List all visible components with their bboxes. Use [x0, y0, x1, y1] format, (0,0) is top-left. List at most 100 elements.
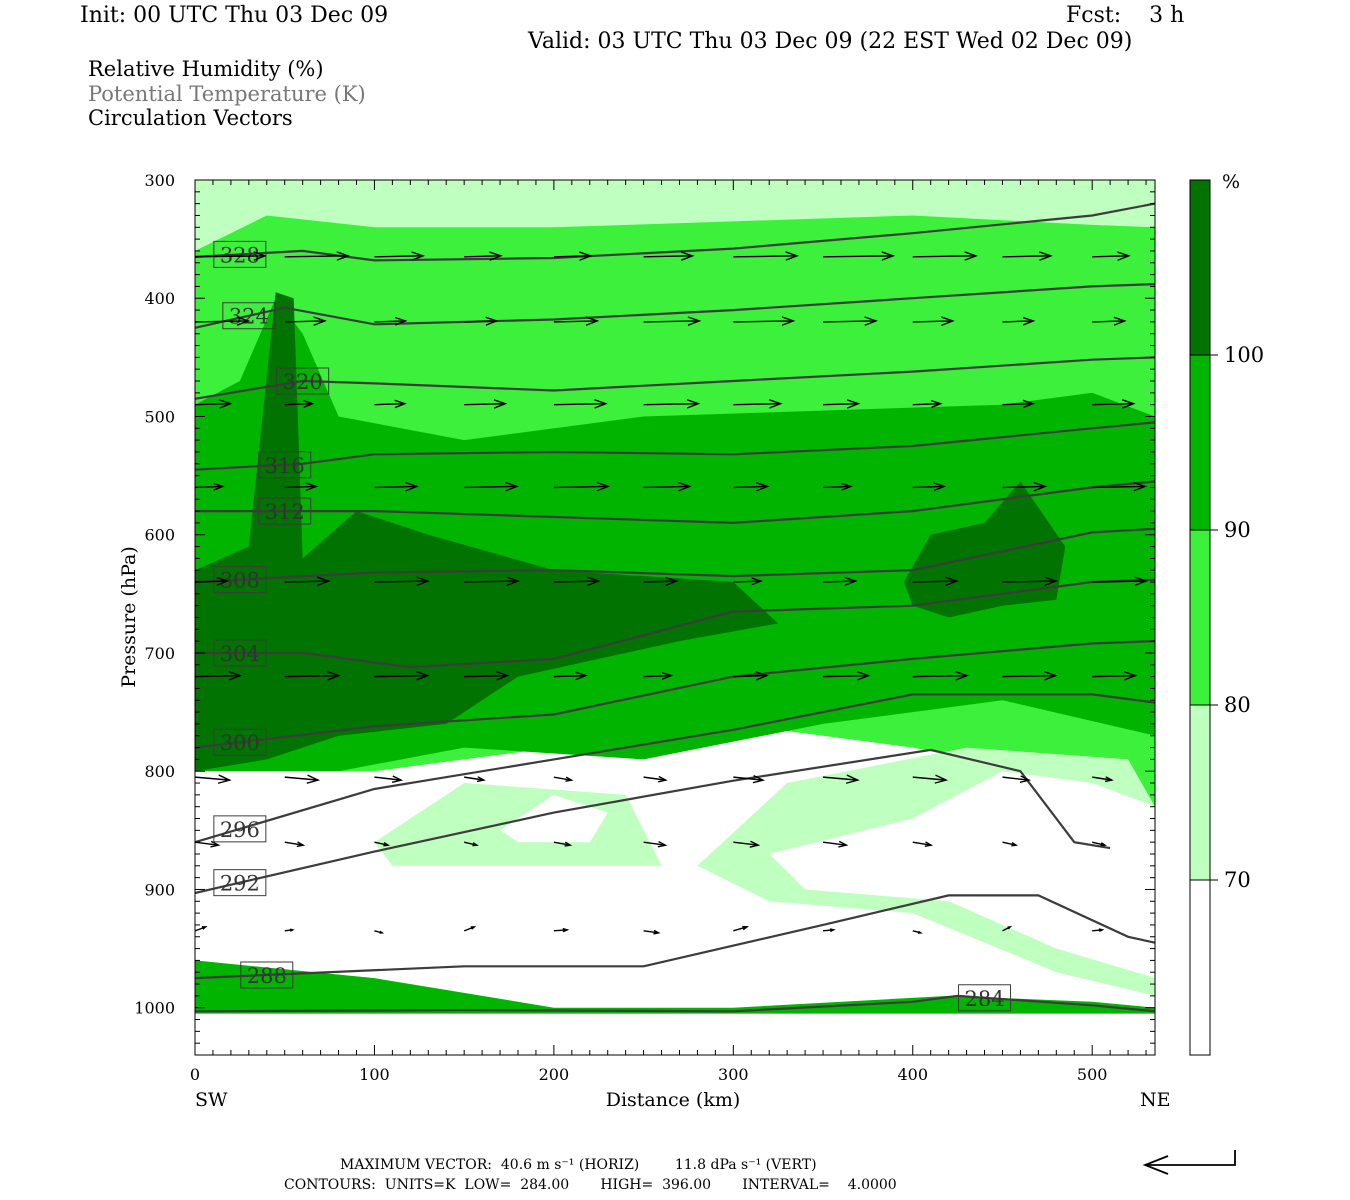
- vector-head: [686, 399, 701, 409]
- vector-head: [579, 251, 593, 261]
- vector-head: [1033, 481, 1048, 492]
- vector-shaft: [823, 485, 851, 489]
- vector-shaft: [643, 841, 666, 846]
- vector-head: [228, 671, 243, 681]
- theta-label-324: 324: [229, 305, 269, 329]
- vector-head: [485, 316, 499, 326]
- theta-label-box-296: [213, 815, 267, 843]
- vector-shaft: [464, 776, 484, 781]
- vector-head: [917, 930, 923, 934]
- theta-contour-304: [195, 578, 1156, 669]
- colorbar-segment: [1189, 179, 1211, 356]
- colorbar-label: 100: [1224, 343, 1264, 367]
- vector-head: [749, 840, 761, 848]
- vector-shaft: [823, 674, 869, 678]
- theta-label-box-288: [240, 961, 294, 989]
- vector-shaft: [823, 402, 859, 406]
- vector-head: [289, 928, 295, 932]
- y-tick-label: 500: [144, 407, 175, 426]
- vector-shaft: [823, 255, 894, 258]
- colorbar-segment: [1189, 704, 1211, 881]
- vector-shaft: [374, 841, 389, 846]
- theta-contour-300: [194, 640, 1156, 749]
- vector-shaft: [1092, 402, 1134, 406]
- legend-vectors: Circulation Vectors: [88, 106, 293, 130]
- vector-shaft: [1092, 320, 1125, 323]
- theta-label-box-312: [258, 497, 312, 525]
- x-tick-label: 0: [190, 1065, 200, 1084]
- vector-head: [586, 576, 601, 587]
- vector-shaft: [374, 776, 402, 781]
- x-end-label-left: SW: [195, 1089, 228, 1111]
- y-tick-label: 700: [144, 644, 175, 663]
- vector-shaft: [464, 255, 501, 258]
- vector-head: [391, 775, 404, 784]
- vector-head: [1039, 251, 1053, 261]
- vector-shaft: [733, 402, 781, 406]
- colorbar: % 100 90 80 70: [1189, 171, 1264, 1056]
- vector-head: [657, 775, 668, 783]
- theta-contour-288: [194, 894, 1156, 980]
- vector-head: [379, 930, 385, 934]
- theta-label-box-300: [213, 728, 267, 756]
- valid-time: Valid: 03 UTC Thu 03 Dec 09 (22 EST Wed …: [528, 29, 1133, 54]
- theta-label-320: 320: [283, 370, 323, 394]
- vector-shaft: [284, 485, 317, 489]
- theta-contour-284: [194, 994, 1156, 1013]
- vector-head: [495, 671, 510, 681]
- vector-head: [236, 316, 251, 326]
- vector-head: [470, 926, 477, 930]
- vector-head: [476, 776, 486, 783]
- vector-shaft: [912, 580, 957, 583]
- vector-shaft: [464, 485, 517, 489]
- vector-head: [336, 251, 351, 261]
- vector-shaft: [194, 776, 230, 781]
- vector-shaft: [643, 402, 699, 406]
- vector-head: [941, 316, 955, 326]
- vector-shaft: [912, 485, 945, 489]
- vector-head: [405, 481, 419, 492]
- vector-head: [1043, 671, 1058, 681]
- circulation-vectors: [194, 251, 1148, 935]
- vector-head: [489, 251, 503, 261]
- theta-label-box-316: [258, 451, 312, 479]
- vector-head: [505, 481, 519, 492]
- y-tick-label: 1000: [134, 999, 175, 1018]
- vector-shaft: [733, 320, 794, 323]
- vector-shaft: [284, 674, 339, 678]
- vector-head: [216, 576, 230, 586]
- vector-shaft: [553, 776, 572, 781]
- vector-head: [201, 926, 208, 930]
- x-end-label-right: NE: [1140, 1089, 1171, 1111]
- vector-head: [594, 399, 608, 409]
- vector-shaft: [912, 402, 941, 406]
- vector-shaft: [194, 255, 266, 258]
- vector-head: [755, 482, 770, 492]
- vector-shaft: [1092, 674, 1136, 678]
- theta-label-box-324: [222, 302, 276, 330]
- vector-shaft: [643, 485, 690, 489]
- vector-shaft: [194, 580, 228, 583]
- vector-head: [785, 251, 799, 261]
- vector-shaft: [463, 841, 478, 846]
- vector-shaft: [643, 674, 672, 678]
- vector-shaft: [374, 255, 423, 258]
- vector-head: [687, 316, 702, 326]
- x-tick-label: 200: [539, 1065, 570, 1084]
- vector-shaft: [553, 580, 599, 583]
- vector-shaft: [912, 674, 967, 678]
- vector-shaft: [1092, 776, 1112, 781]
- vector-head: [945, 576, 959, 587]
- theta-label-284: 284: [964, 987, 1004, 1011]
- vector-shaft: [553, 320, 598, 323]
- vector-head: [562, 927, 570, 933]
- vector-head: [1022, 316, 1036, 326]
- theta-contour-328: [194, 202, 1156, 262]
- vector-shaft: [464, 320, 497, 323]
- vector-shaft: [912, 841, 932, 846]
- vector-shaft: [733, 841, 759, 846]
- rh-fill-layer: [195, 180, 1155, 1055]
- vector-shaft: [733, 776, 764, 781]
- vector-head: [846, 399, 861, 409]
- vector-head: [565, 776, 574, 782]
